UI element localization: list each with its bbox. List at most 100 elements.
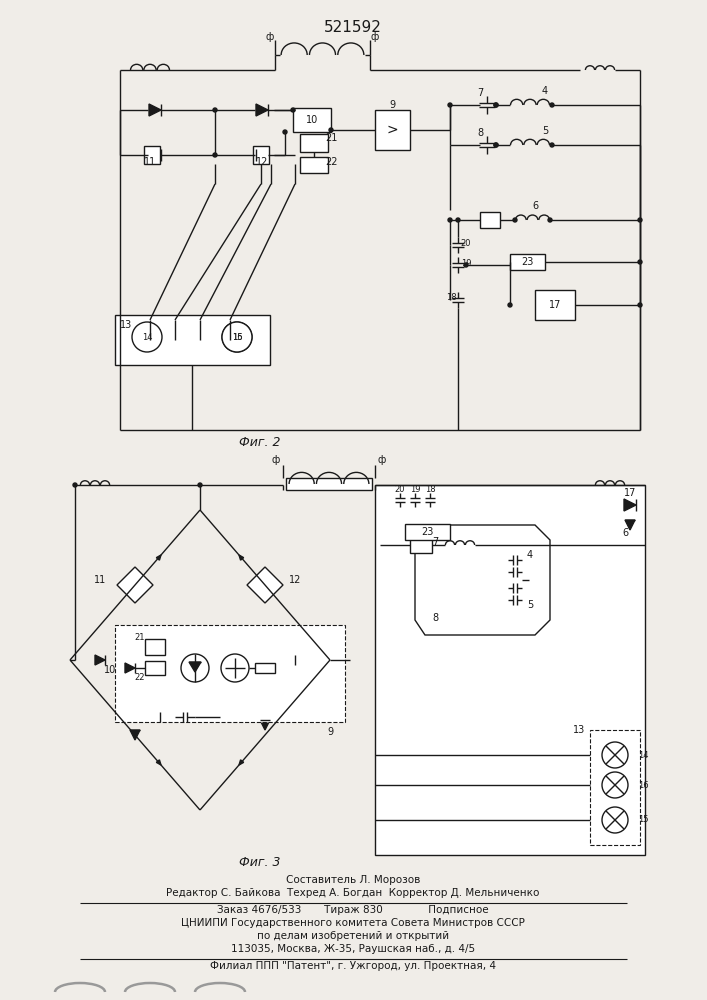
- Bar: [410, 537, 432, 553]
- Bar: [535, 290, 575, 320]
- Bar: [300, 157, 328, 173]
- Circle shape: [222, 322, 252, 352]
- Text: 11: 11: [94, 575, 106, 585]
- Text: ф: ф: [271, 455, 280, 465]
- Polygon shape: [247, 567, 283, 603]
- Circle shape: [283, 130, 287, 134]
- Bar: [510, 254, 545, 270]
- Bar: [145, 639, 165, 655]
- Circle shape: [213, 108, 217, 112]
- Text: 113035, Москва, Ж-35, Раушская наб., д. 4/5: 113035, Москва, Ж-35, Раушская наб., д. …: [231, 944, 475, 954]
- Bar: [286, 478, 372, 490]
- Polygon shape: [260, 720, 270, 730]
- Circle shape: [513, 218, 517, 222]
- Circle shape: [638, 260, 642, 264]
- Bar: [480, 212, 500, 228]
- Bar: [300, 134, 328, 152]
- Circle shape: [494, 103, 498, 107]
- Bar: [145, 661, 165, 675]
- Text: 15: 15: [638, 816, 648, 824]
- Text: Редактор С. Байкова  Техред А. Богдан  Корректор Д. Мельниченко: Редактор С. Байкова Техред А. Богдан Кор…: [166, 888, 539, 898]
- Circle shape: [602, 772, 628, 798]
- Polygon shape: [189, 662, 201, 672]
- Text: 17: 17: [624, 488, 636, 498]
- Text: Фиг. 2: Фиг. 2: [239, 436, 281, 450]
- Circle shape: [181, 654, 209, 682]
- Text: 521592: 521592: [324, 20, 382, 35]
- Text: ЦНИИПИ Государственного комитета Совета Министров СССР: ЦНИИПИ Государственного комитета Совета …: [181, 918, 525, 928]
- Polygon shape: [295, 655, 305, 665]
- Polygon shape: [415, 525, 550, 635]
- Circle shape: [198, 483, 202, 487]
- Circle shape: [602, 807, 628, 833]
- Polygon shape: [625, 520, 635, 530]
- Circle shape: [494, 143, 498, 147]
- Text: 9: 9: [389, 100, 395, 110]
- Text: ф: ф: [370, 32, 379, 42]
- Text: 6: 6: [622, 528, 628, 538]
- Polygon shape: [239, 555, 244, 560]
- Bar: [255, 663, 275, 673]
- Bar: [253, 146, 269, 164]
- Circle shape: [494, 143, 498, 147]
- Bar: [293, 108, 331, 132]
- Text: 8: 8: [432, 613, 438, 623]
- Text: 20: 20: [395, 486, 405, 494]
- Circle shape: [448, 103, 452, 107]
- Polygon shape: [156, 760, 161, 765]
- Circle shape: [456, 218, 460, 222]
- Text: 17: 17: [549, 300, 561, 310]
- Circle shape: [550, 143, 554, 147]
- Text: 15: 15: [232, 332, 243, 342]
- Text: 18: 18: [425, 486, 436, 494]
- Text: 18: 18: [445, 294, 456, 302]
- Text: 9: 9: [327, 727, 333, 737]
- Text: 4: 4: [527, 550, 533, 560]
- Bar: [590, 730, 640, 845]
- Text: 8: 8: [477, 128, 483, 138]
- Text: Филиал ППП "Патент", г. Ужгород, ул. Проектная, 4: Филиал ППП "Патент", г. Ужгород, ул. Про…: [210, 961, 496, 971]
- Polygon shape: [156, 555, 161, 560]
- Text: 5: 5: [542, 126, 548, 136]
- Text: по делам изобретений и открытий: по делам изобретений и открытий: [257, 931, 449, 941]
- Text: 21: 21: [325, 133, 337, 143]
- Circle shape: [132, 322, 162, 352]
- Text: 14: 14: [141, 332, 152, 342]
- Text: 12: 12: [289, 575, 301, 585]
- Text: Фиг. 3: Фиг. 3: [239, 856, 281, 869]
- Text: 16: 16: [638, 780, 648, 790]
- Text: >: >: [386, 123, 398, 137]
- Text: 16: 16: [232, 332, 243, 342]
- Text: 6: 6: [532, 201, 538, 211]
- Text: 13: 13: [120, 320, 132, 330]
- Polygon shape: [125, 663, 135, 673]
- Bar: [144, 146, 160, 164]
- Bar: [375, 110, 410, 150]
- Polygon shape: [256, 149, 268, 161]
- Text: 22: 22: [135, 674, 145, 682]
- Circle shape: [464, 263, 468, 267]
- Polygon shape: [624, 499, 636, 511]
- Text: 19: 19: [461, 258, 472, 267]
- Text: 5: 5: [527, 600, 533, 610]
- Polygon shape: [149, 104, 161, 116]
- Circle shape: [213, 153, 217, 157]
- Circle shape: [222, 322, 252, 352]
- Circle shape: [548, 218, 552, 222]
- Polygon shape: [117, 567, 153, 603]
- Text: 13: 13: [573, 725, 585, 735]
- Circle shape: [550, 103, 554, 107]
- Polygon shape: [149, 149, 161, 161]
- Circle shape: [448, 218, 452, 222]
- Polygon shape: [239, 760, 244, 765]
- Polygon shape: [95, 655, 105, 665]
- Circle shape: [221, 654, 249, 682]
- Text: 14: 14: [638, 750, 648, 760]
- Polygon shape: [430, 550, 500, 610]
- Text: 10: 10: [306, 115, 318, 125]
- Text: 23: 23: [521, 257, 533, 267]
- Text: 7: 7: [477, 88, 483, 98]
- Text: 11: 11: [144, 157, 156, 167]
- Circle shape: [494, 103, 498, 107]
- Bar: [405, 524, 450, 540]
